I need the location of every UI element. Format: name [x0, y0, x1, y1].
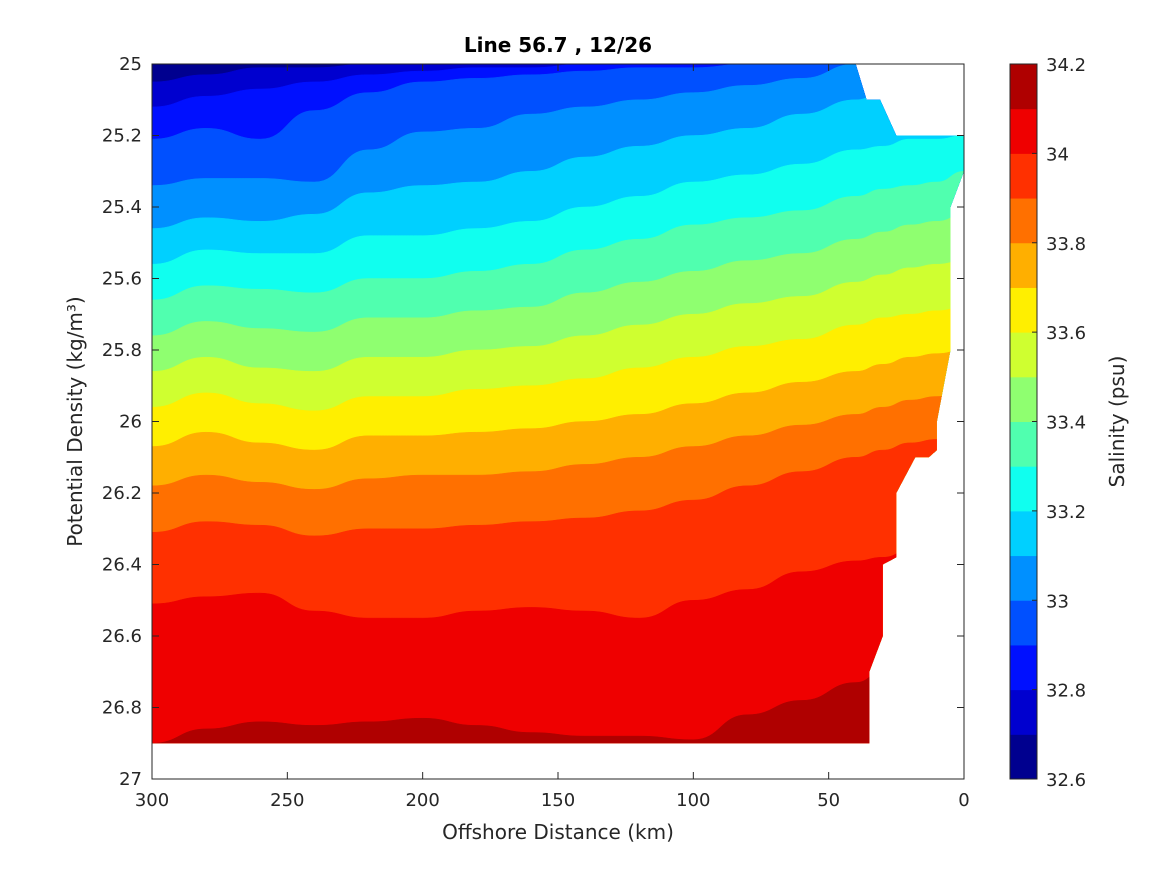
colorbar-swatch — [1010, 555, 1037, 601]
x-tick-label: 100 — [676, 790, 710, 811]
colorbar-tick-label: 33.6 — [1046, 323, 1086, 344]
x-axis-ticks: 300 250 200 150 100 50 0 — [135, 64, 970, 811]
x-tick-label: 200 — [405, 790, 439, 811]
x-tick-label: 250 — [270, 790, 304, 811]
colorbar-swatch — [1010, 242, 1037, 288]
colorbar-swatch — [1010, 108, 1037, 154]
colorbar-swatch — [1010, 198, 1037, 244]
colorbar-tick-label: 33.2 — [1046, 502, 1086, 523]
colorbar — [1010, 64, 1037, 780]
y-tick-label: 26.2 — [102, 483, 142, 504]
y-tick-label: 25.4 — [102, 197, 142, 218]
contour-bands — [152, 64, 964, 744]
y-axis-ticks: 25 25.2 25.4 25.6 25.8 26 26.2 26.4 26.6 26.8 27 — [102, 54, 964, 790]
colorbar-tick-label: 34 — [1046, 144, 1069, 165]
x-tick-label: 150 — [541, 790, 575, 811]
y-tick-label: 25 — [119, 54, 142, 75]
colorbar-swatch — [1010, 421, 1037, 467]
colorbar-swatch — [1010, 64, 1037, 110]
y-tick-label: 25.2 — [102, 126, 142, 147]
colorbar-swatch — [1010, 644, 1037, 691]
colorbar-swatch — [1010, 287, 1037, 333]
y-tick-label: 26.8 — [102, 698, 142, 719]
y-tick-label: 26 — [119, 412, 142, 433]
colorbar-swatch — [1010, 734, 1037, 780]
colorbar-swatch — [1010, 510, 1037, 557]
colorbar-tick-label: 33 — [1046, 591, 1069, 612]
colorbar-swatch — [1010, 376, 1037, 422]
colorbar-tick-label: 34.2 — [1046, 55, 1086, 76]
colorbar-swatch — [1010, 332, 1037, 378]
x-tick-label: 0 — [958, 790, 969, 811]
y-tick-label: 26.4 — [102, 555, 142, 576]
colorbar-swatch — [1010, 466, 1037, 512]
x-tick-label: 50 — [817, 790, 840, 811]
x-axis-label: Offshore Distance (km) — [442, 820, 674, 844]
colorbar-label: Salinity (psu) — [1105, 356, 1129, 488]
colorbar-swatch — [1010, 689, 1037, 735]
y-tick-label: 25.6 — [102, 269, 142, 290]
y-tick-label: 26.6 — [102, 626, 142, 647]
chart-title: Line 56.7 , 12/26 — [464, 33, 652, 57]
colorbar-tick-label: 33.8 — [1046, 234, 1086, 255]
colorbar-swatch — [1010, 153, 1037, 199]
colorbar-tick-label: 33.4 — [1046, 413, 1086, 434]
colorbar-tick-label: 32.6 — [1046, 770, 1086, 791]
x-tick-label: 300 — [135, 790, 169, 811]
colorbar-swatch — [1010, 600, 1037, 646]
y-axis-label: Potential Density (kg/m³) — [63, 296, 87, 547]
colorbar-ticks: 34.2 34 33.8 33.6 33.4 33.2 33 32.8 32.6 — [1032, 55, 1086, 791]
colorbar-tick-label: 32.8 — [1046, 681, 1086, 702]
y-tick-label: 25.8 — [102, 340, 142, 361]
y-tick-label: 27 — [119, 769, 142, 790]
